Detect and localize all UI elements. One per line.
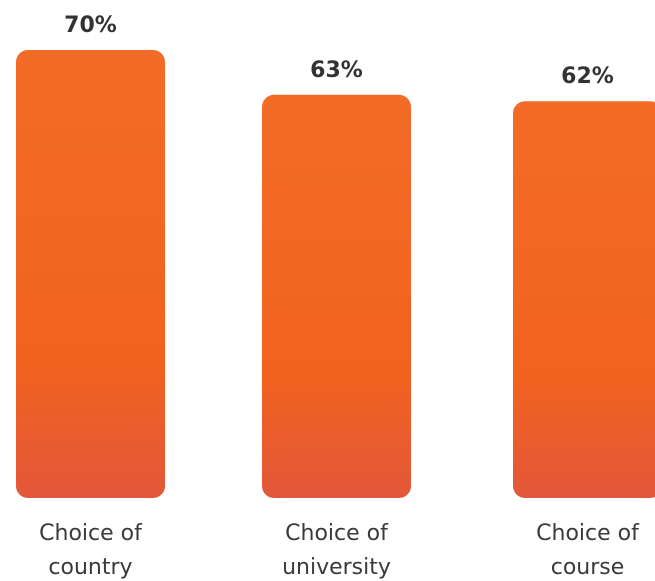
bar-2 [513, 101, 655, 498]
category-label-2-line-0: Choice of [536, 521, 640, 546]
bar-1 [262, 94, 411, 499]
category-label-1-line-0: Choice of [285, 521, 389, 546]
category-labels-group: Choice of country Choice of university Choic… [39, 521, 640, 580]
bars-group [16, 50, 655, 499]
category-label-2-line-1: course [551, 555, 625, 580]
category-label-0-line-1: country [48, 555, 132, 580]
value-label-1: 63% [310, 58, 363, 83]
value-label-0: 70% [64, 13, 117, 38]
value-label-2: 62% [561, 64, 614, 89]
bar-0 [16, 50, 165, 498]
category-label-0-line-0: Choice of [39, 521, 143, 546]
value-labels-group: 70% 63% 62% [64, 13, 614, 89]
category-label-1-line-1: university [282, 555, 391, 580]
